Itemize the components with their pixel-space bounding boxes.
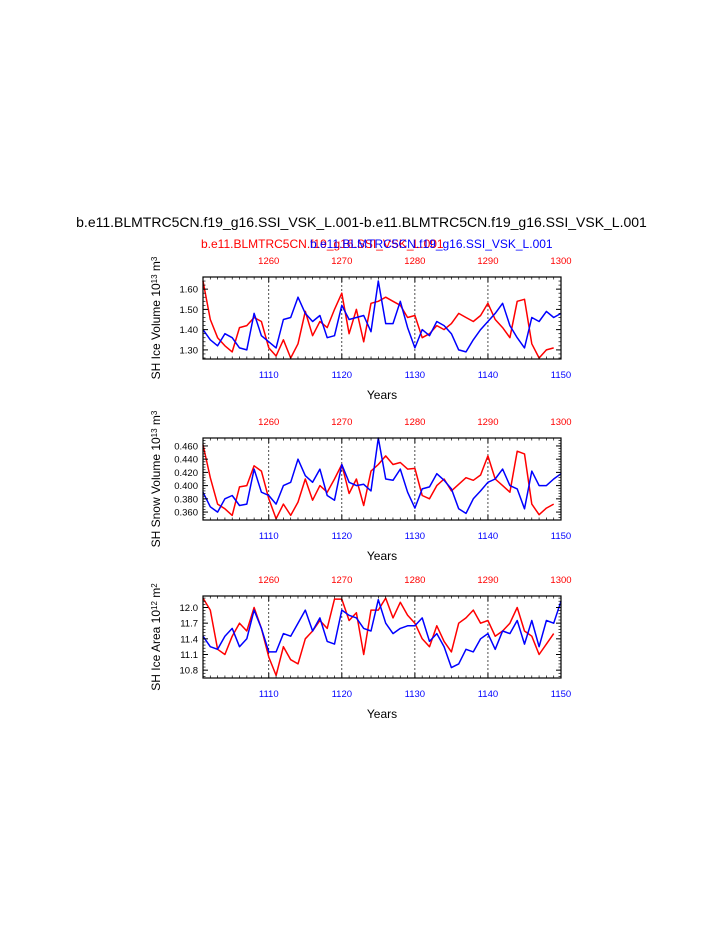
y-axis-label: SH Ice Area 1012 m2 bbox=[149, 583, 163, 691]
y-axis-label: SH Snow Volume 1013 m3 bbox=[149, 410, 163, 547]
x-tick-label-top: 1280 bbox=[404, 256, 425, 267]
series-line-blue bbox=[202, 598, 562, 669]
x-tick-label-top: 1270 bbox=[331, 417, 352, 428]
x-axis-label: Years bbox=[367, 549, 397, 563]
x-tick-label-top: 1260 bbox=[258, 256, 279, 267]
y-tick-label: 1.50 bbox=[180, 305, 199, 316]
plot-frame bbox=[202, 276, 562, 360]
x-axis-label: Years bbox=[367, 388, 397, 402]
y-axis-label-superscript: 12 bbox=[150, 601, 159, 610]
series-line-red bbox=[202, 597, 555, 677]
panel-ice-area: 10.8 11.1 11.4 11.7 12.0 1110 1120 1130 1140 1150… bbox=[149, 575, 572, 721]
x-tick-label-bottom: 1150 bbox=[551, 370, 571, 381]
y-tick-label: 12.0 bbox=[180, 603, 199, 614]
y-axis-label-part: m bbox=[149, 415, 163, 428]
x-tick-label-top: 1280 bbox=[404, 575, 425, 586]
panel-ice-volume: 1.30 1.40 1.50 1.60 1110 1120 1130 1140 1150 1260… bbox=[149, 256, 572, 402]
y-axis-label-superscript: 13 bbox=[150, 274, 159, 283]
y-tick-label: 1.40 bbox=[180, 325, 199, 336]
x-tick-label-bottom: 1130 bbox=[405, 370, 425, 381]
x-tick-label-top: 1270 bbox=[331, 575, 352, 586]
x-tick-label-bottom: 1120 bbox=[332, 531, 352, 542]
y-tick-label: 0.360 bbox=[174, 508, 198, 519]
x-tick-label-bottom: 1120 bbox=[332, 370, 352, 381]
y-axis-label-part: SH Snow Volume 10 bbox=[149, 437, 163, 547]
x-tick-label-top: 1290 bbox=[477, 256, 498, 267]
x-tick-label-top: 1270 bbox=[331, 256, 352, 267]
x-tick-label-bottom: 1130 bbox=[405, 689, 425, 700]
y-tick-label: 1.60 bbox=[180, 285, 199, 296]
series-line-blue bbox=[202, 280, 562, 353]
y-tick-label: 10.8 bbox=[180, 666, 199, 677]
y-axis-label-superscript: 2 bbox=[150, 583, 159, 588]
y-axis-label-part: SH Ice Area 10 bbox=[149, 610, 163, 691]
y-axis-label-part: m bbox=[149, 588, 163, 601]
plot-frame bbox=[202, 437, 562, 521]
y-tick-label: 0.380 bbox=[174, 494, 198, 505]
x-tick-label-bottom: 1150 bbox=[551, 689, 571, 700]
x-tick-label-bottom: 1140 bbox=[478, 689, 498, 700]
y-tick-label: 11.7 bbox=[180, 619, 198, 630]
plot-frame bbox=[202, 595, 562, 679]
y-tick-label: 0.400 bbox=[174, 481, 198, 492]
figure-title: b.e11.BLMTRC5CN.f19_g16.SSI_VSK_L.001-b.… bbox=[76, 214, 647, 230]
x-tick-label-top: 1300 bbox=[550, 256, 571, 267]
y-axis-label-part: SH Ice Volume 10 bbox=[149, 283, 163, 379]
x-tick-label-bottom: 1140 bbox=[478, 370, 498, 381]
x-tick-label-top: 1290 bbox=[477, 575, 498, 586]
x-tick-label-top: 1260 bbox=[258, 575, 279, 586]
x-tick-label-top: 1280 bbox=[404, 417, 425, 428]
x-tick-label-bottom: 1110 bbox=[259, 370, 279, 381]
x-tick-label-bottom: 1110 bbox=[259, 531, 279, 542]
x-tick-label-bottom: 1110 bbox=[259, 689, 279, 700]
series-line-red bbox=[202, 280, 554, 359]
y-axis-label-superscript: 3 bbox=[150, 410, 159, 415]
y-tick-label: 1.30 bbox=[180, 345, 199, 356]
x-tick-label-top: 1300 bbox=[550, 575, 571, 586]
y-tick-label: 11.1 bbox=[180, 650, 198, 661]
series-line-blue bbox=[202, 437, 562, 515]
panel-snow-volume: 0.360 0.380 0.400 0.420 0.440 0.460 1110 1120 11… bbox=[149, 410, 572, 563]
x-tick-label-top: 1260 bbox=[258, 417, 279, 428]
series-line-red bbox=[202, 444, 555, 520]
legend-blue-series: b.e11.BLMTRC5CN.f19_g16.SSI_VSK_L.001 bbox=[310, 237, 553, 251]
y-axis-label: SH Ice Volume 1013 m3 bbox=[149, 256, 163, 379]
y-axis-label-superscript: 13 bbox=[150, 428, 159, 437]
y-tick-label: 11.4 bbox=[180, 634, 198, 645]
y-tick-label: 0.440 bbox=[174, 455, 198, 466]
x-tick-label-bottom: 1120 bbox=[332, 689, 352, 700]
legend-red-series: b.e11.BLMTRC5CN.f19_g16.SSI_VSK_L.001 bbox=[201, 237, 444, 251]
x-tick-label-bottom: 1130 bbox=[405, 531, 425, 542]
x-tick-label-top: 1300 bbox=[550, 417, 571, 428]
x-tick-label-bottom: 1150 bbox=[551, 531, 571, 542]
y-tick-label: 0.460 bbox=[174, 441, 198, 452]
x-tick-label-top: 1290 bbox=[477, 417, 498, 428]
x-tick-label-bottom: 1140 bbox=[478, 531, 498, 542]
y-axis-label-part: m bbox=[149, 261, 163, 274]
y-tick-label: 0.420 bbox=[174, 468, 198, 479]
x-axis-label: Years bbox=[367, 707, 397, 721]
y-axis-label-superscript: 3 bbox=[150, 256, 159, 261]
